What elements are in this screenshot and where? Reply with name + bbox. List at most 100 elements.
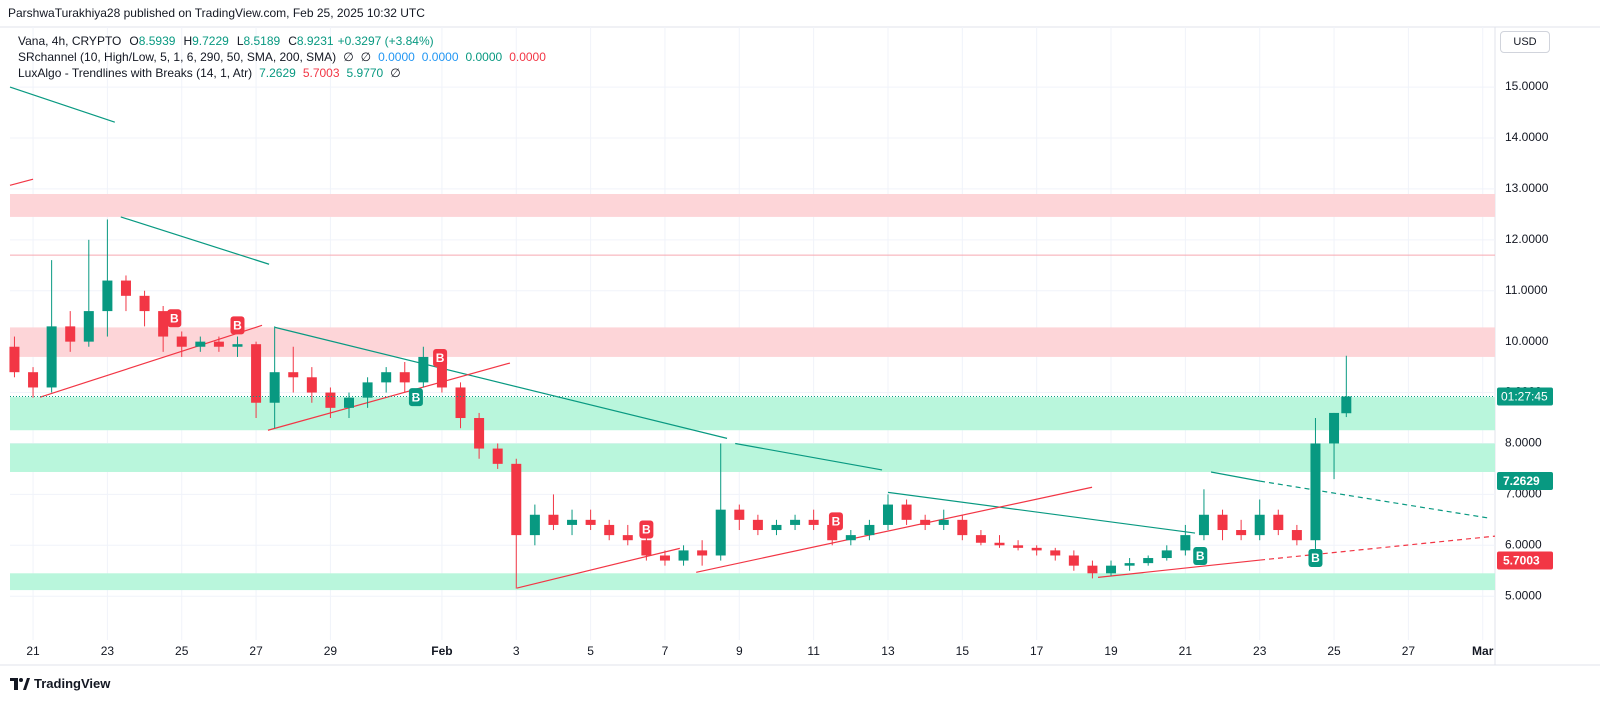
- candle-body: [957, 519, 968, 536]
- candle-body: [306, 377, 317, 393]
- candle-body: [1310, 443, 1321, 541]
- candle-body: [1087, 565, 1098, 574]
- candle-body: [46, 326, 57, 388]
- currency-button[interactable]: USD: [1500, 31, 1550, 53]
- candle-body: [232, 344, 243, 347]
- candle-body: [1291, 530, 1302, 541]
- y-tick-label: 14.0000: [1505, 130, 1549, 144]
- price-tag-label: 7.2629: [1503, 474, 1540, 488]
- candle-body: [1198, 514, 1209, 536]
- ohlc-letter: L: [236, 34, 244, 48]
- trendline: [1260, 535, 1496, 561]
- candle-body: [474, 418, 485, 449]
- candle-body: [771, 524, 782, 531]
- candle-body: [1106, 565, 1117, 574]
- x-tick-label: 29: [324, 644, 338, 658]
- candle-body: [511, 463, 522, 536]
- candle-body: [790, 519, 801, 525]
- x-tick-label: 9: [736, 644, 743, 658]
- trendline: [887, 491, 1196, 534]
- candle-body: [1236, 530, 1247, 536]
- y-tick-label: 6.0000: [1505, 537, 1542, 551]
- trendline: [1259, 480, 1491, 519]
- ohlc-value: 9.7229: [192, 34, 229, 48]
- candle-body: [213, 341, 224, 347]
- candle-body: [492, 448, 503, 464]
- candle-body: [9, 346, 20, 373]
- candle-body: [548, 514, 559, 525]
- candle-body: [734, 509, 745, 520]
- candle-body: [1050, 550, 1061, 556]
- indicator-value: 0.0000: [378, 50, 415, 64]
- indicator-value: 7.2629: [259, 66, 296, 80]
- trendline: [1097, 559, 1261, 578]
- break-marker: [1308, 549, 1323, 568]
- x-tick-label: 21: [1179, 644, 1193, 658]
- trendline: [9, 178, 34, 186]
- ohlc-letter: O: [129, 34, 139, 48]
- break-marker: [1193, 546, 1208, 565]
- logo-icon: [10, 677, 30, 690]
- candle-body: [1013, 545, 1024, 548]
- break-marker: [230, 316, 245, 335]
- trendline: [274, 326, 728, 439]
- trendline: [39, 324, 263, 398]
- indicator-value: ∅: [390, 66, 401, 80]
- break-marker: [408, 388, 423, 407]
- break-marker: [639, 520, 654, 539]
- candle-body: [901, 504, 912, 520]
- indicator-value: 0.0000: [421, 50, 459, 64]
- trendline: [516, 547, 680, 589]
- break-marker: [828, 512, 843, 531]
- ohlc-value: 8.5189: [243, 34, 281, 48]
- ohlc-letter: C: [288, 34, 297, 48]
- sr-zone: [10, 443, 1495, 472]
- countdown-label: 01:27:45: [1501, 390, 1548, 404]
- sr-zone: [10, 193, 1495, 217]
- candle-body: [381, 372, 392, 383]
- candle-body: [1273, 514, 1284, 531]
- candle-body: [102, 280, 113, 312]
- indicator-value: ∅: [343, 50, 354, 64]
- y-tick-label: 15.0000: [1505, 79, 1549, 93]
- candle-body: [251, 344, 262, 403]
- candle-body: [827, 524, 838, 541]
- footer-brand: TradingView: [34, 676, 111, 691]
- break-label: B: [642, 523, 651, 537]
- x-tick-label: 15: [956, 644, 970, 658]
- candle-body: [1329, 412, 1340, 444]
- y-tick-label: 7.0000: [1505, 487, 1542, 501]
- legend-row: SRchannel (10, High/Low, 5, 1, 6, 290, 5…: [18, 49, 546, 65]
- y-tick-label: 12.0000: [1505, 232, 1549, 246]
- break-label: B: [1196, 549, 1205, 563]
- candle-body: [139, 295, 150, 312]
- candle-body: [659, 555, 670, 561]
- symbol-title: Vana, 4h, CRYPTO: [18, 34, 122, 48]
- indicator-value: 0.0000: [465, 50, 503, 64]
- candle-body: [195, 341, 206, 347]
- legend-row: LuxAlgo - Trendlines with Breaks (14, 1,…: [18, 65, 401, 81]
- x-tick-label: 5: [587, 644, 594, 658]
- candle-body: [436, 356, 447, 388]
- y-tick-label: 13.0000: [1505, 181, 1549, 195]
- break-label: B: [170, 311, 179, 325]
- sr-zone: [10, 397, 1495, 431]
- candle-body: [975, 535, 986, 543]
- candle-body: [158, 311, 169, 337]
- price-tag: [1497, 472, 1553, 491]
- break-label: B: [1311, 551, 1320, 565]
- break-label: B: [436, 351, 445, 365]
- candle-body: [176, 336, 187, 347]
- candle-body: [1341, 396, 1352, 414]
- price-tag: [1497, 551, 1553, 570]
- x-tick-label: Feb: [431, 644, 452, 658]
- break-marker: [433, 348, 448, 367]
- candle-body: [120, 280, 131, 296]
- candle-body: [399, 372, 410, 383]
- candle-body: [1254, 514, 1265, 536]
- x-tick-label: 27: [1402, 644, 1416, 658]
- candle-body: [585, 519, 596, 525]
- candle-body: [1143, 558, 1154, 564]
- indicator-value: 5.7003: [302, 66, 340, 80]
